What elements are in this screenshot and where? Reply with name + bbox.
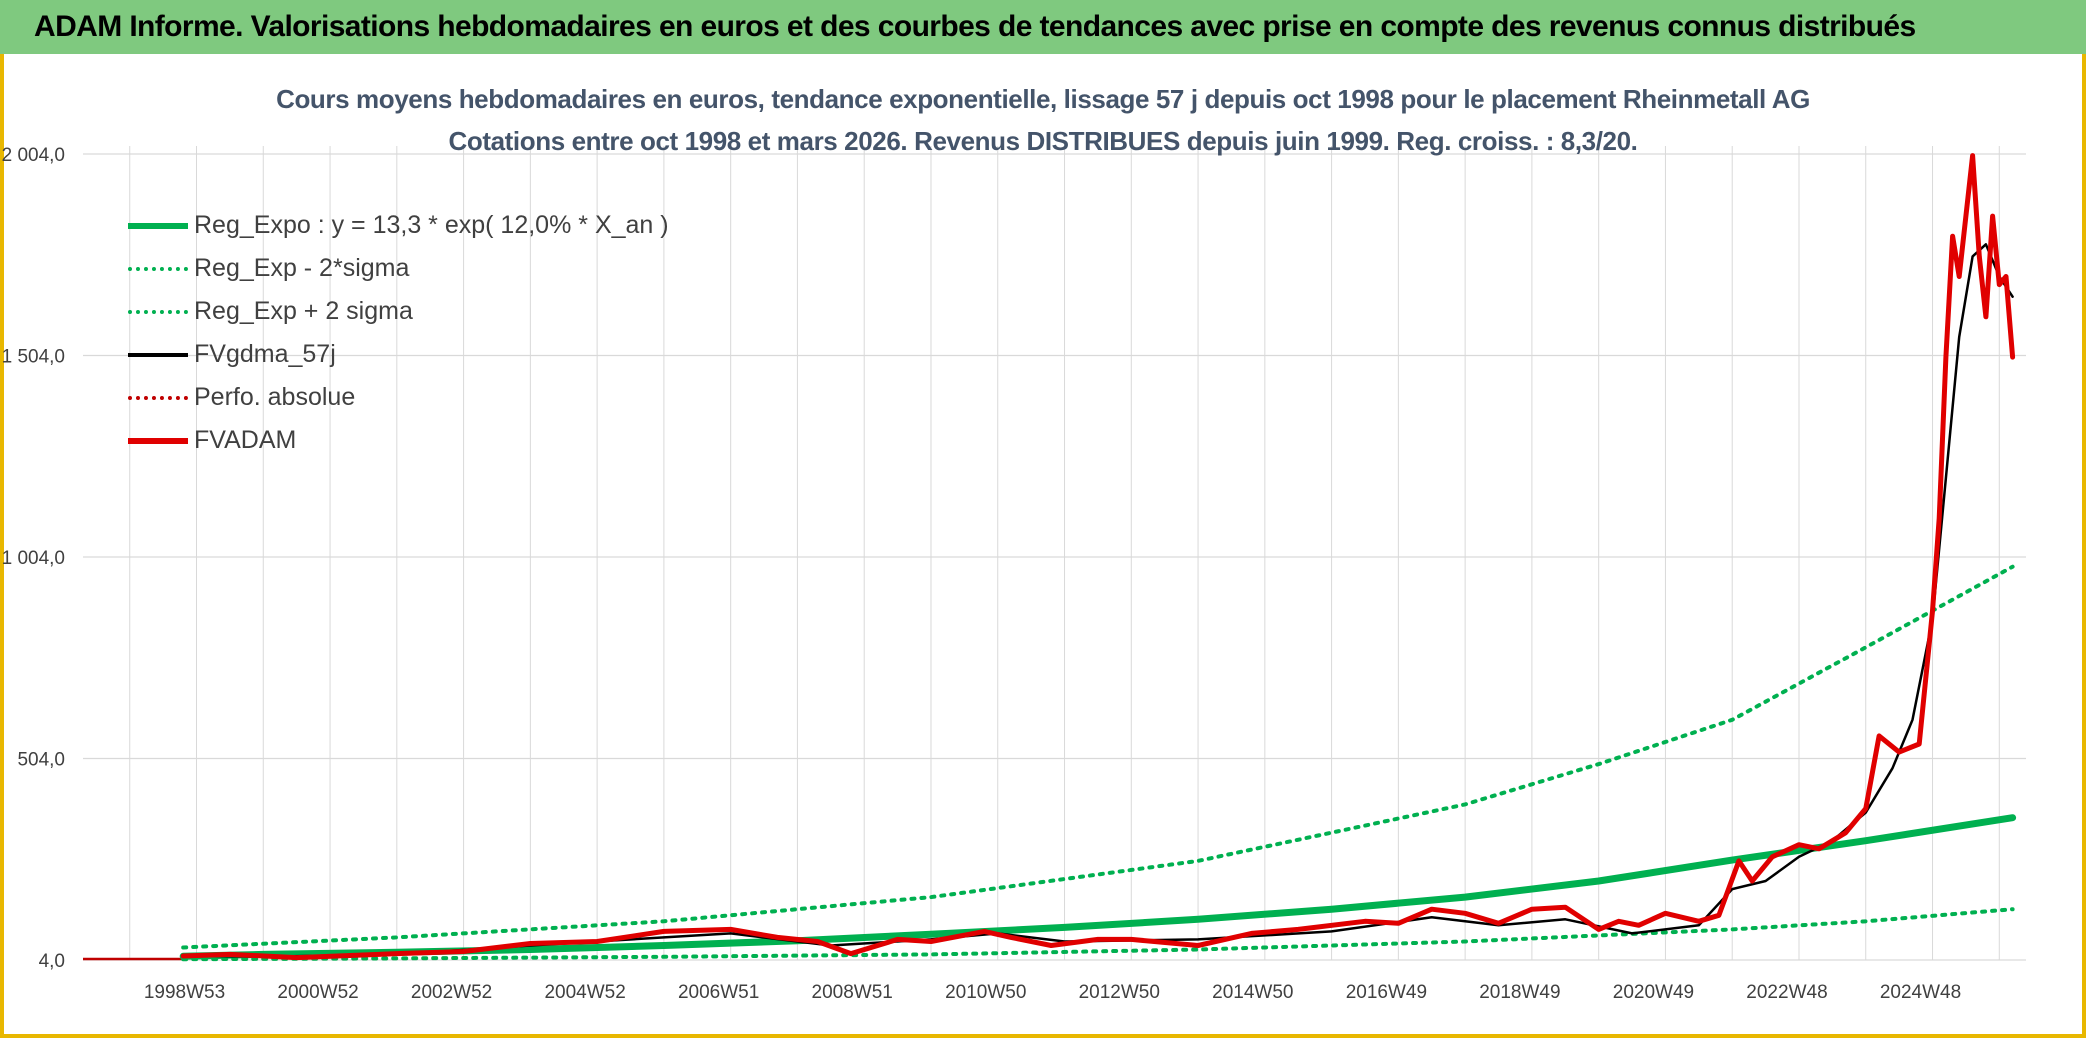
x-tick-label: 2022W48 xyxy=(1746,982,1827,1003)
x-tick-label: 2002W52 xyxy=(411,982,492,1003)
legend-swatch xyxy=(128,222,188,229)
legend-swatch xyxy=(128,309,188,314)
legend-item: Reg_Exp - 2*sigma xyxy=(128,247,669,290)
line-chart: 4,0 504,0 1 004,0 1 504,0 2 004,0 1998W53 2000… xyxy=(2,145,2026,1003)
chart-legend: Reg_Expo : y = 13,3 * exp( 12,0% * X_an … xyxy=(128,204,669,462)
chart-title: Cours moyens hebdomadaires en euros, ten… xyxy=(276,84,1810,114)
header-bar: ADAM Informe. Valorisations hebdomadaire… xyxy=(0,0,2086,54)
fvadam-series xyxy=(180,153,2016,961)
x-tick-label: 2008W51 xyxy=(812,982,893,1003)
legend-item: FVgdma_57j xyxy=(128,333,669,376)
y-tick-label: 504,0 xyxy=(17,750,65,771)
y-tick-label: 2 004,0 xyxy=(2,145,65,166)
legend-label: FVgdma_57j xyxy=(194,340,336,368)
x-tick-label: 2004W52 xyxy=(544,982,625,1003)
legend-label: Reg_Exp - 2*sigma xyxy=(194,254,410,282)
x-tick-label: 2016W49 xyxy=(1346,982,1427,1003)
legend-label: FVADAM xyxy=(194,426,297,454)
legend-swatch xyxy=(128,352,188,357)
report-title: ADAM Informe. Valorisations hebdomadaire… xyxy=(34,10,1916,43)
y-tick-label: 1 004,0 xyxy=(2,548,65,569)
x-tick-label: 2020W49 xyxy=(1613,982,1694,1003)
legend-label: Reg_Expo : y = 13,3 * exp( 12,0% * X_an … xyxy=(194,211,669,239)
x-tick-label: 2006W51 xyxy=(678,982,759,1003)
fvgdma-57j-series xyxy=(181,243,2014,959)
legend-swatch xyxy=(128,437,188,444)
legend-swatch xyxy=(128,266,188,271)
x-tick-label: 2010W50 xyxy=(945,982,1026,1003)
chart-area: 4,0 504,0 1 004,0 1 504,0 2 004,0 1998W53 2000… xyxy=(0,54,2086,1034)
x-tick-label: 2024W48 xyxy=(1880,982,1961,1003)
legend-item: Perfo. absolue xyxy=(128,376,669,419)
x-tick-label: 2012W50 xyxy=(1079,982,1160,1003)
x-tick-label: 1998W53 xyxy=(144,982,225,1003)
x-tick-label: 2018W49 xyxy=(1479,982,1560,1003)
reg-exp-minus-2sigma-series xyxy=(181,907,2015,962)
x-tick-label: 2014W50 xyxy=(1212,982,1293,1003)
legend-label: Perfo. absolue xyxy=(194,383,356,411)
legend-item: FVADAM xyxy=(128,419,669,462)
reg-exp-plus-2sigma-series xyxy=(181,564,2015,950)
y-tick-label: 1 504,0 xyxy=(2,347,65,368)
legend-swatch xyxy=(128,395,188,400)
legend-label: Reg_Exp + 2 sigma xyxy=(194,297,413,325)
legend-item: Reg_Expo : y = 13,3 * exp( 12,0% * X_an … xyxy=(128,204,669,247)
legend-item: Reg_Exp + 2 sigma xyxy=(128,290,669,333)
x-tick-label: 2000W52 xyxy=(277,982,358,1003)
y-tick-label: 4,0 xyxy=(39,951,65,972)
chart-subtitle: Cotations entre oct 1998 et mars 2026. R… xyxy=(448,126,1638,156)
